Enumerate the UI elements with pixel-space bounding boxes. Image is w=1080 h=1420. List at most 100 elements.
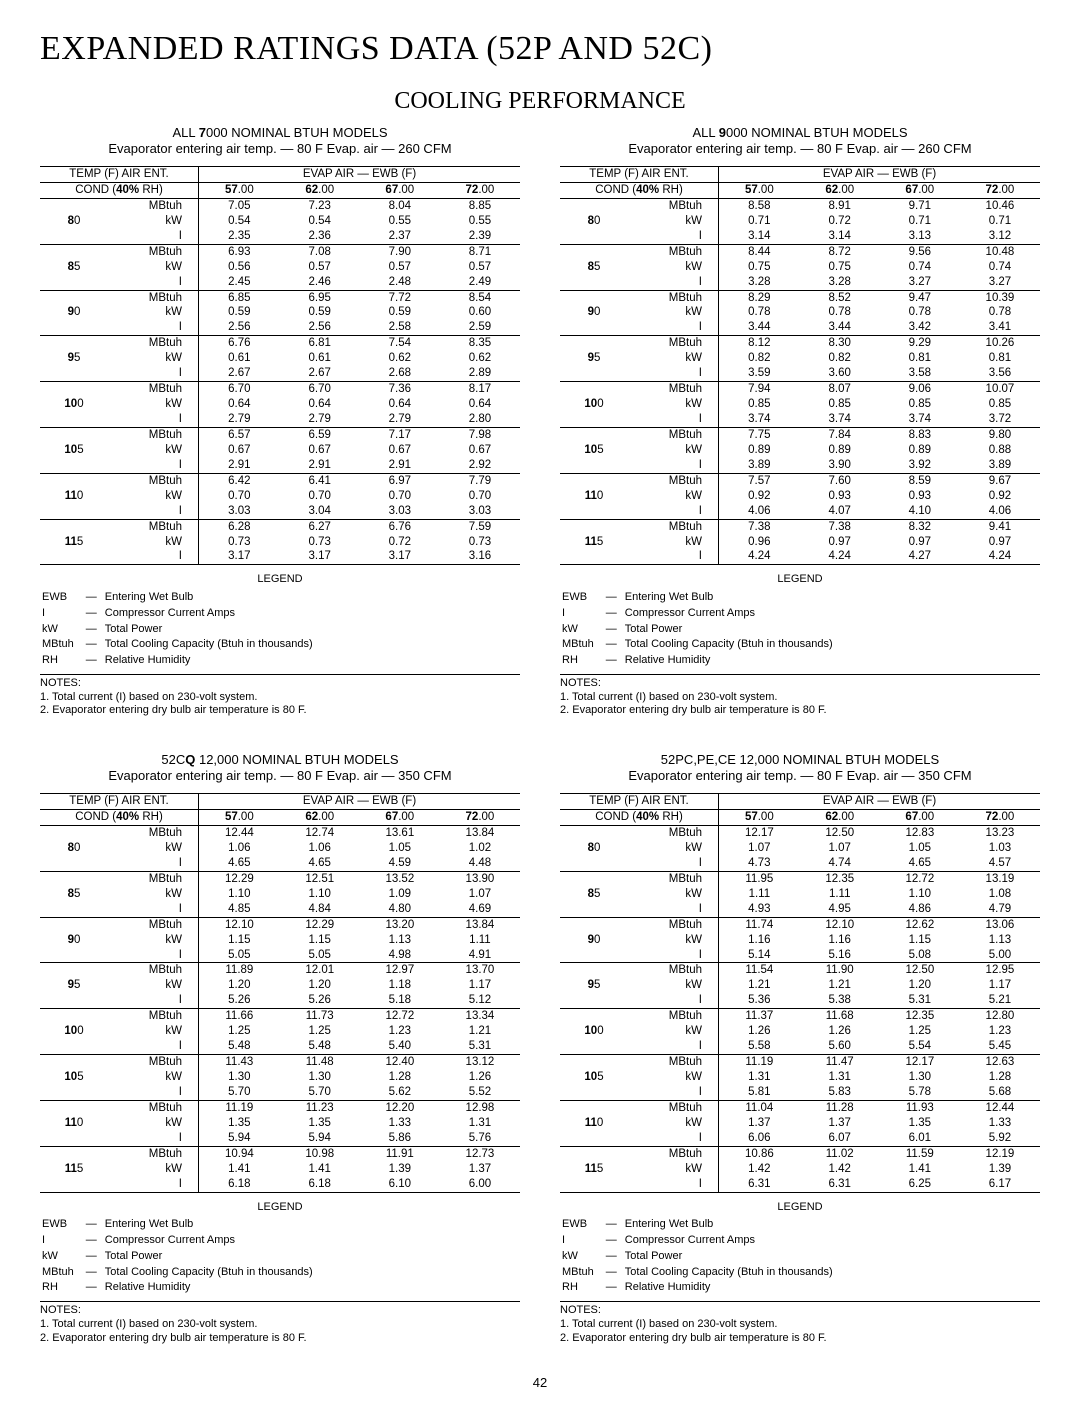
data-cell: 0.67: [199, 443, 280, 458]
data-cell: 2.79: [280, 412, 360, 427]
data-cell: 0.59: [199, 305, 280, 320]
data-cell: 0.55: [440, 214, 520, 229]
note-line: 2. Evaporator entering dry bulb air temp…: [560, 1332, 1040, 1346]
data-cell: 5.86: [360, 1131, 440, 1146]
data-cell: 3.14: [800, 229, 880, 244]
notes-title: NOTES:: [40, 1301, 520, 1318]
data-cell: 10.94: [199, 1146, 280, 1161]
data-cell: 5.76: [440, 1131, 520, 1146]
data-cell: 1.25: [280, 1024, 360, 1039]
data-cell: 12.72: [360, 1009, 440, 1024]
data-cell: 13.06: [960, 917, 1040, 932]
legend-block: LEGENDEWB—Entering Wet BulbI—Compressor …: [560, 1201, 1040, 1298]
temp-value: 115: [40, 535, 108, 550]
model-subtitle: Evaporator entering air temp. — 80 F Eva…: [560, 141, 1040, 156]
data-cell: 11.04: [719, 1100, 800, 1115]
data-cell: 7.38: [800, 519, 880, 534]
data-cell: 11.95: [719, 871, 800, 886]
data-cell: 13.20: [360, 917, 440, 932]
data-cell: 11.74: [719, 917, 800, 932]
data-cell: 0.82: [719, 351, 800, 366]
data-cell: 6.18: [280, 1177, 360, 1192]
legend-key: I: [562, 607, 598, 621]
data-cell: 11.89: [199, 963, 280, 978]
data-cell: 1.31: [719, 1070, 800, 1085]
legend-key: I: [562, 1234, 598, 1248]
legend-key: MBtuh: [42, 638, 78, 652]
data-cell: 12.01: [280, 963, 360, 978]
legend-value: Total Cooling Capacity (Btuh in thousand…: [625, 1266, 837, 1280]
legend-value: Total Cooling Capacity (Btuh in thousand…: [625, 638, 837, 652]
data-cell: 5.70: [199, 1085, 280, 1100]
metric-label: MBtuh: [628, 427, 719, 442]
data-cell: 2.91: [280, 458, 360, 473]
data-cell: 3.03: [440, 504, 520, 519]
notes-block: NOTES:1. Total current (I) based on 230-…: [560, 1301, 1040, 1345]
data-cell: 12.40: [360, 1055, 440, 1070]
metric-label: kW: [108, 1116, 199, 1131]
data-cell: 0.89: [719, 443, 800, 458]
note-line: 2. Evaporator entering dry bulb air temp…: [40, 1332, 520, 1346]
data-cell: 1.26: [719, 1024, 800, 1039]
temp-value: 95: [560, 351, 628, 366]
data-cell: 0.71: [719, 214, 800, 229]
data-cell: 4.65: [280, 856, 360, 871]
legend-key: RH: [562, 1281, 598, 1295]
data-cell: 3.42: [880, 320, 960, 335]
temp-value: 105: [40, 443, 108, 458]
temp-value: 95: [40, 351, 108, 366]
data-cell: 1.20: [880, 978, 960, 993]
data-cell: 10.07: [960, 382, 1040, 397]
data-cell: 12.62: [880, 917, 960, 932]
data-cell: 10.39: [960, 290, 1040, 305]
data-cell: 12.17: [719, 826, 800, 841]
data-cell: 0.55: [360, 214, 440, 229]
data-cell: 0.74: [880, 260, 960, 275]
metric-label: MBtuh: [628, 1100, 719, 1115]
data-cell: 1.37: [719, 1116, 800, 1131]
data-cell: 13.52: [360, 871, 440, 886]
metric-label: MBtuh: [108, 336, 199, 351]
data-cell: 2.92: [440, 458, 520, 473]
data-table: TEMP (F) AIR ENT.EVAP AIR — EWB (F)COND …: [560, 793, 1040, 1192]
metric-label: kW: [628, 978, 719, 993]
legend-key: RH: [42, 654, 78, 668]
metric-label: I: [628, 504, 719, 519]
data-cell: 5.05: [280, 948, 360, 963]
data-cell: 1.37: [800, 1116, 880, 1131]
metric-label: kW: [628, 305, 719, 320]
legend-key: kW: [42, 1250, 78, 1264]
temp-value: 85: [560, 260, 628, 275]
metric-label: MBtuh: [108, 290, 199, 305]
data-cell: 12.98: [440, 1100, 520, 1115]
metric-label: I: [628, 1039, 719, 1054]
data-cell: 3.44: [719, 320, 800, 335]
metric-label: MBtuh: [628, 198, 719, 213]
data-cell: 2.49: [440, 275, 520, 290]
data-cell: 1.20: [280, 978, 360, 993]
metric-label: MBtuh: [108, 871, 199, 886]
metric-label: kW: [628, 260, 719, 275]
metric-label: I: [108, 1131, 199, 1146]
data-cell: 1.35: [280, 1116, 360, 1131]
data-cell: 4.86: [880, 902, 960, 917]
data-cell: 0.89: [880, 443, 960, 458]
data-cell: 2.80: [440, 412, 520, 427]
data-cell: 11.19: [199, 1100, 280, 1115]
data-cell: 1.42: [719, 1162, 800, 1177]
legend-value: Compressor Current Amps: [625, 1234, 837, 1248]
data-cell: 3.13: [880, 229, 960, 244]
legend-value: Total Power: [105, 623, 317, 637]
data-cell: 4.24: [960, 549, 1040, 564]
data-cell: 11.43: [199, 1055, 280, 1070]
data-cell: 9.41: [960, 519, 1040, 534]
data-cell: 8.58: [719, 198, 800, 213]
data-cell: 5.21: [960, 993, 1040, 1008]
data-cell: 7.90: [360, 244, 440, 259]
model-subtitle: Evaporator entering air temp. — 80 F Eva…: [40, 141, 520, 156]
data-cell: 4.24: [719, 549, 800, 564]
data-cell: 6.31: [719, 1177, 800, 1192]
metric-label: MBtuh: [108, 244, 199, 259]
legend-value: Total Power: [105, 1250, 317, 1264]
metric-label: kW: [108, 978, 199, 993]
